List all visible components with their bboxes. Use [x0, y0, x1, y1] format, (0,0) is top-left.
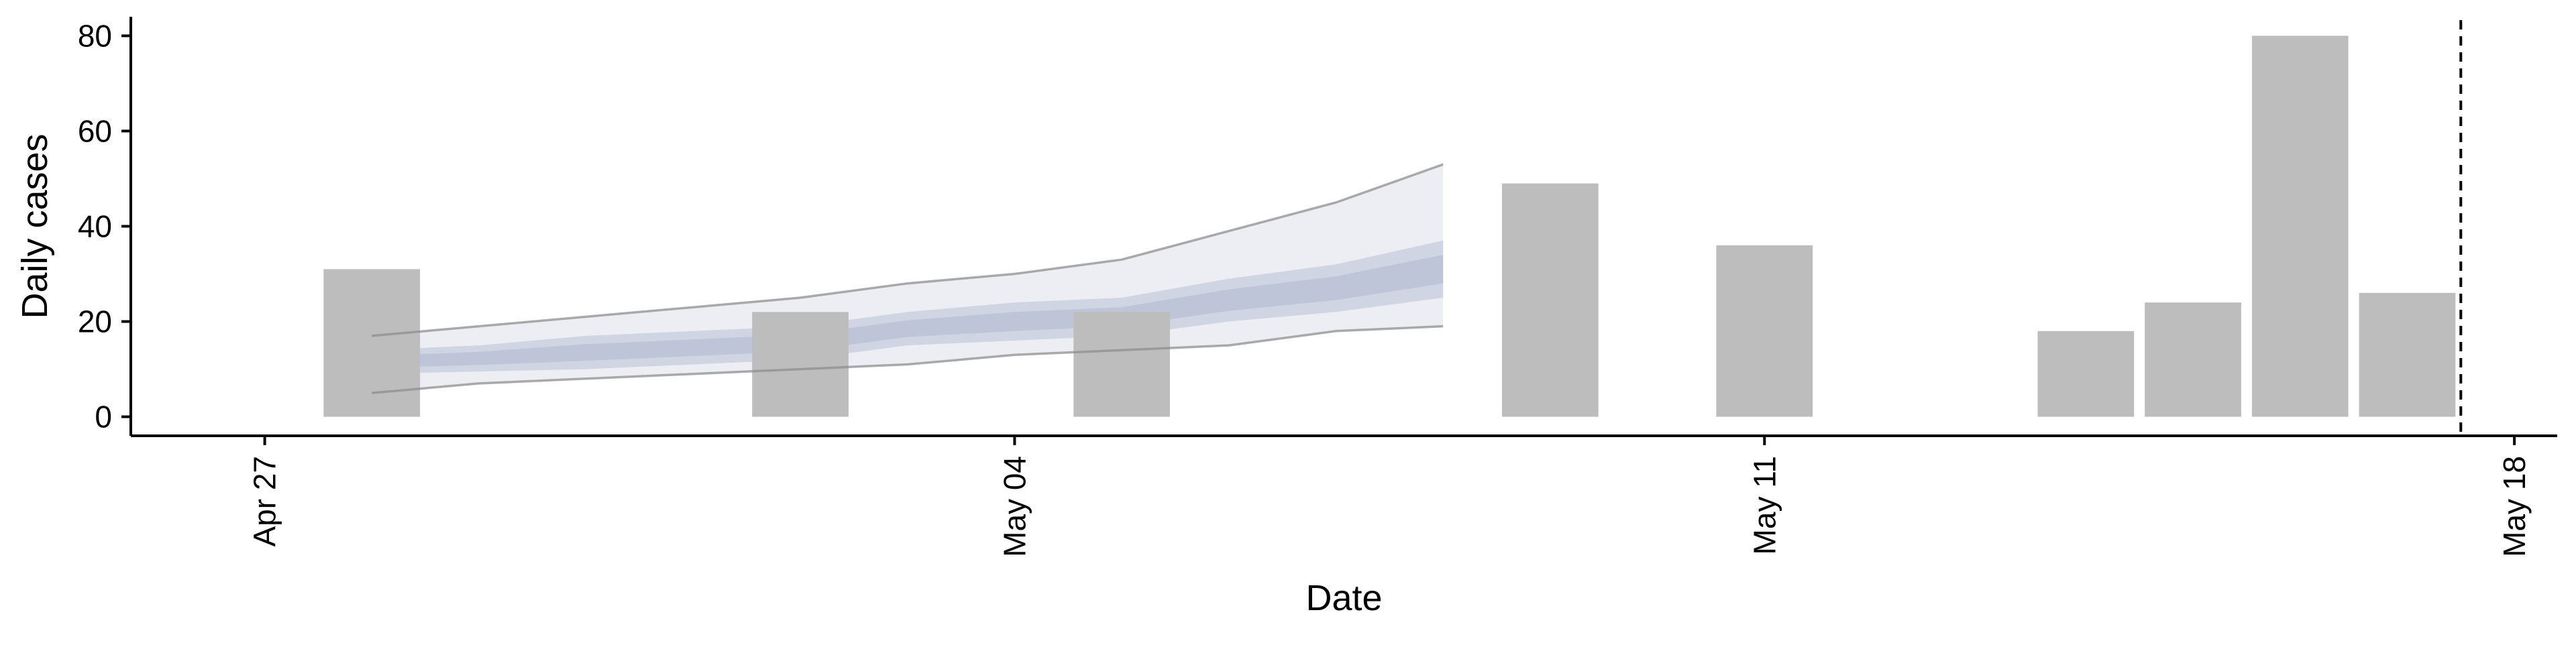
y-tick-label-60: 60	[78, 113, 112, 148]
forecast-bands	[372, 164, 1444, 394]
bar-2020-05-11	[1716, 245, 1813, 417]
bar-2020-05-14	[2037, 331, 2135, 417]
forecast-edge-lines	[372, 163, 1444, 394]
y-axis-title: Daily cases	[15, 133, 55, 318]
y-tick-label-80: 80	[78, 18, 112, 53]
forecast-upper-edge-line	[372, 163, 1444, 337]
bar-2020-05-02	[752, 312, 849, 417]
y-tick-label-20: 20	[78, 304, 112, 339]
x-tick-label-2020-04-27: Apr 27	[248, 456, 282, 547]
bar-2020-05-05	[1073, 312, 1170, 417]
bar-2020-05-16	[2251, 36, 2349, 417]
bar-2020-05-09	[1502, 183, 1599, 417]
x-tick-label-2020-05-11: May 11	[1747, 456, 1782, 554]
bar-2020-05-15	[2145, 302, 2241, 417]
forecast-inner-band	[372, 240, 1444, 374]
x-tick-label-2020-05-18: May 18	[2497, 456, 2532, 557]
x-tick-label-2020-05-04: May 04	[998, 456, 1032, 557]
bars-group	[323, 36, 2456, 417]
forecast-core-band	[372, 255, 1444, 368]
x-axis-title: Date	[1305, 578, 1382, 618]
y-tick-label-0: 0	[95, 400, 112, 434]
y-tick-label-40: 40	[78, 209, 112, 244]
bar-2020-05-17	[2359, 292, 2456, 417]
axes	[121, 17, 2557, 445]
axis-labels: 0 20 40 60 80 Apr 27 May 04 May 11 May 18 Date Dai…	[15, 18, 2532, 618]
forecast-lower-edge-line	[372, 325, 1444, 394]
bar-2020-04-28	[323, 269, 421, 417]
